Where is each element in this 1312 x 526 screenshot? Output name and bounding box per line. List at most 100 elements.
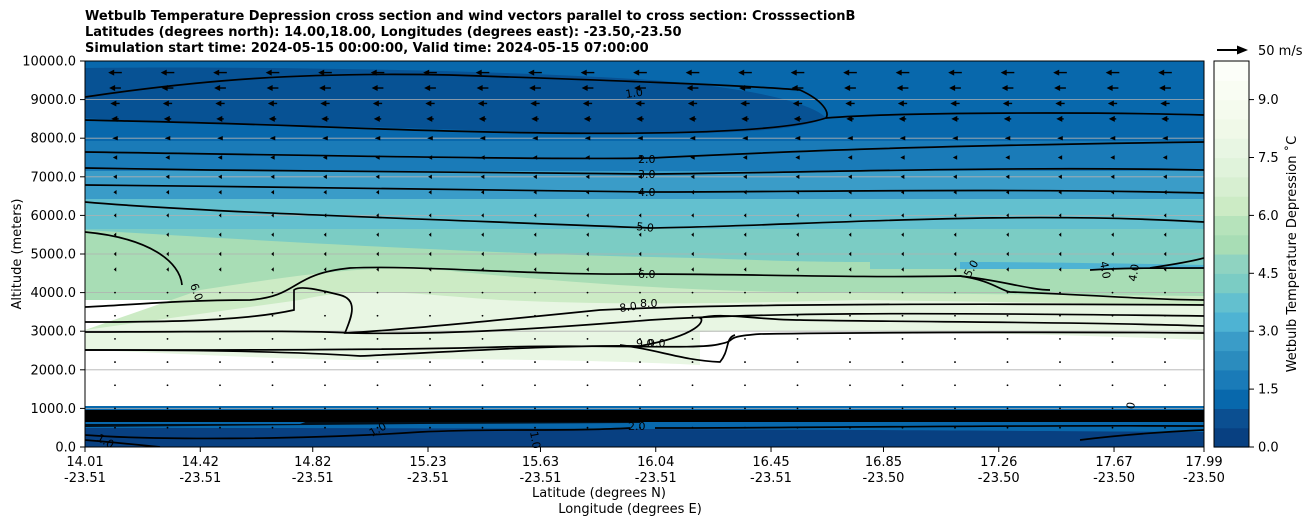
colorbar-segment — [1214, 389, 1249, 409]
wind-vector-head — [218, 174, 222, 179]
x-axis-label-lon: Longitude (degrees E) — [558, 502, 702, 517]
wind-vector-head — [638, 267, 642, 272]
wind-vector-head — [113, 251, 117, 257]
wind-vector-head — [585, 174, 590, 179]
wind-vector-head — [791, 85, 798, 92]
wind-vector-head — [1110, 190, 1115, 195]
wind-vector-head — [1005, 174, 1010, 179]
wind-vector-calm — [744, 407, 746, 410]
wind-vector-calm — [376, 338, 379, 340]
wind-vector-head — [373, 115, 380, 122]
wind-vector-head — [898, 115, 905, 122]
x-axis: 14.01-23.5114.42-23.5114.82-23.5115.23-2… — [64, 447, 1225, 486]
wind-vector-calm — [166, 314, 169, 317]
wind-vector-head — [638, 174, 642, 179]
wind-vector-head — [1160, 100, 1167, 107]
wind-vector-calm — [639, 291, 641, 294]
wind-vector-head — [113, 190, 117, 195]
wind-vector-calm — [534, 361, 536, 363]
wind-vector-calm — [166, 338, 169, 340]
contour-label: 8.0 — [640, 297, 658, 310]
wind-vector-head — [481, 267, 484, 272]
wind-vector-calm — [954, 314, 956, 317]
wind-vector-head — [163, 115, 170, 122]
wind-vector-head — [528, 69, 535, 76]
wind-vector-head — [218, 267, 222, 272]
x-axis-label-lat: Latitude (degrees N) — [532, 486, 666, 501]
wind-vector-head — [216, 115, 223, 122]
wind-vector-head — [267, 100, 274, 107]
wind-vector-calm — [1164, 361, 1166, 363]
wind-vector-head — [638, 251, 642, 257]
wind-vector-head — [795, 190, 800, 195]
wind-vector-head — [1109, 136, 1116, 141]
wind-vector-head — [111, 115, 118, 122]
wind-vector-head — [951, 115, 958, 122]
y-axis-label: Altitude (meters) — [10, 199, 25, 310]
wind-vector-head — [270, 190, 275, 195]
colorbar-segment — [1214, 61, 1249, 81]
wind-vector-head — [743, 232, 747, 237]
y-tick-label: 9000.0 — [31, 93, 77, 108]
y-axis: 0.0 1000.0 2000.0 3000.0 4000.0 5000.0 6000.0 7… — [22, 55, 85, 456]
wind-vector-head — [160, 69, 167, 76]
wind-vector-head — [952, 155, 958, 160]
wind-vector-calm — [1111, 314, 1114, 317]
wind-vector-head — [370, 69, 377, 76]
wind-vector-head — [1058, 190, 1062, 195]
wind-vector-head — [1054, 85, 1061, 92]
wind-vector-head — [743, 251, 747, 257]
wind-vector-calm — [481, 426, 484, 429]
contour-label: 5.0 — [636, 220, 655, 235]
wind-vector-calm — [901, 338, 904, 340]
wind-vector-head — [1111, 213, 1114, 218]
wind-vector-head — [481, 213, 484, 218]
wind-vector-head — [845, 100, 852, 107]
wind-vector-head — [742, 136, 748, 141]
x-tick-label-lat: 16.45 — [752, 455, 789, 470]
wind-vector-head — [1006, 213, 1009, 218]
wind-vector-head — [271, 213, 274, 218]
wind-vector-head — [376, 213, 379, 218]
wind-vector-head — [795, 174, 800, 179]
wind-vector-calm — [796, 314, 799, 317]
wind-vector-head — [637, 155, 643, 160]
colorbar-segment — [1214, 331, 1249, 352]
x-tick-label-lon: -23.50 — [1093, 471, 1135, 486]
wind-vector-head — [1107, 100, 1114, 107]
contour-line-8 — [85, 287, 1204, 334]
wind-vector-calm — [639, 338, 641, 340]
wind-vector-head — [322, 155, 328, 160]
wind-vector-head — [848, 267, 852, 272]
wind-vector-calm — [376, 314, 379, 317]
wind-vector-calm — [586, 361, 589, 363]
wind-vector-calm — [534, 384, 536, 387]
wind-vector-head — [1004, 136, 1011, 141]
wind-vector-calm — [1059, 291, 1061, 294]
wind-vector-calm — [639, 407, 641, 410]
x-tick-label-lon: -23.51 — [407, 471, 449, 486]
wind-vector-calm — [1111, 384, 1114, 387]
wind-vector-calm — [534, 291, 536, 294]
wind-vector-head — [376, 232, 379, 237]
x-tick-label-lon: -23.50 — [978, 471, 1020, 486]
contour-line-4b — [1089, 267, 1204, 271]
contour-line-1b — [825, 112, 1204, 119]
colorbar-segment — [1214, 369, 1249, 390]
wind-vector-head — [1005, 190, 1010, 195]
contour-label: 3.0 — [638, 168, 656, 181]
wind-vector-head — [635, 100, 642, 107]
wind-vector-head — [1163, 213, 1167, 218]
wind-vector-head — [688, 115, 695, 122]
contour-line-3 — [85, 167, 1204, 175]
wind-vector-head — [375, 190, 380, 195]
wind-vector-head — [112, 136, 118, 141]
wind-vector-calm — [271, 291, 274, 294]
wind-vector-head — [323, 267, 327, 272]
wind-vector-calm — [901, 407, 904, 410]
wind-vector-calm — [954, 384, 956, 387]
y-tick-label: 6000.0 — [31, 209, 77, 224]
wind-vector-calm — [586, 426, 589, 429]
wind-vector-head — [375, 155, 380, 160]
quiver-key-label: 50 m/s — [1258, 44, 1303, 59]
